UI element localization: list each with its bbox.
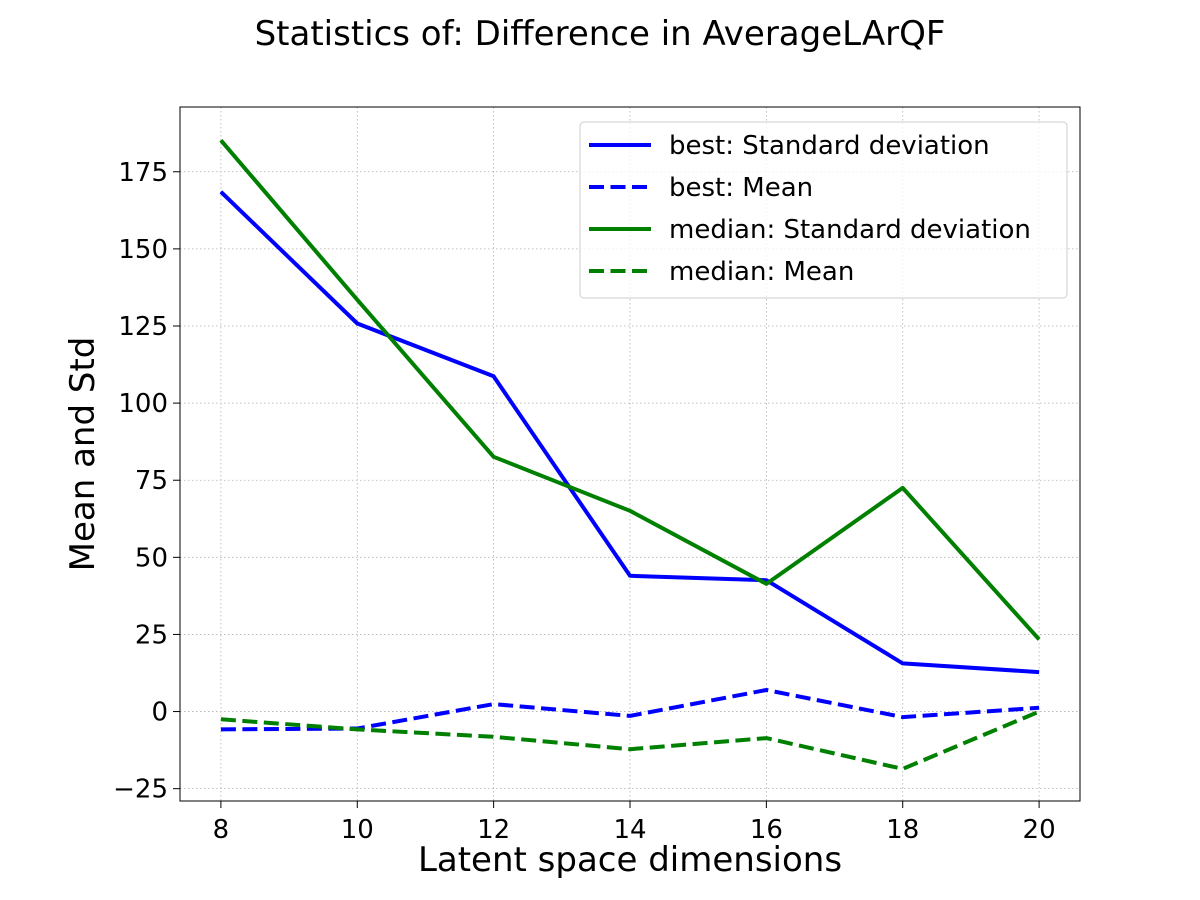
- y-tick-label: 25: [135, 620, 168, 650]
- x-tick-label: 16: [750, 815, 783, 845]
- legend-label: median: Standard deviation: [669, 215, 1031, 245]
- y-tick-label: 150: [118, 235, 168, 265]
- legend-label: best: Standard deviation: [669, 131, 990, 161]
- y-tick-label: 0: [151, 698, 168, 728]
- y-tick-label: 125: [118, 312, 168, 342]
- x-tick-label: 10: [341, 815, 374, 845]
- series-line-3: [220, 709, 1040, 771]
- x-tick-label: 14: [613, 815, 646, 845]
- chart-title: Statistics of: Difference in AverageLArQ…: [255, 14, 946, 54]
- x-tick-label: 18: [886, 815, 919, 845]
- y-tick-label: 75: [135, 466, 168, 496]
- legend-label: median: Mean: [669, 257, 854, 287]
- y-tick-label: 50: [135, 543, 168, 573]
- axis-ticks: 8 10 12 14 16 18 20 −25 0 25 50 75 100 125 150 175: [113, 158, 1056, 845]
- legend-label: best: Mean: [669, 173, 813, 203]
- x-tick-label: 8: [213, 815, 230, 845]
- series-lines: [219, 139, 1041, 771]
- series-line-0: [219, 190, 1040, 675]
- legend: best: Standard deviation best: Mean median…: [579, 121, 1068, 299]
- y-tick-label: 175: [118, 158, 168, 188]
- y-tick-label: 100: [118, 389, 168, 419]
- series-line-2: [219, 139, 1041, 641]
- x-tick-label: 12: [477, 815, 510, 845]
- y-tick-label: −25: [113, 775, 168, 805]
- y-axis-label: Mean and Std: [63, 337, 103, 572]
- x-axis-label: Latent space dimensions: [418, 840, 842, 880]
- legend-box: [579, 121, 1068, 299]
- x-tick-label: 20: [1023, 815, 1056, 845]
